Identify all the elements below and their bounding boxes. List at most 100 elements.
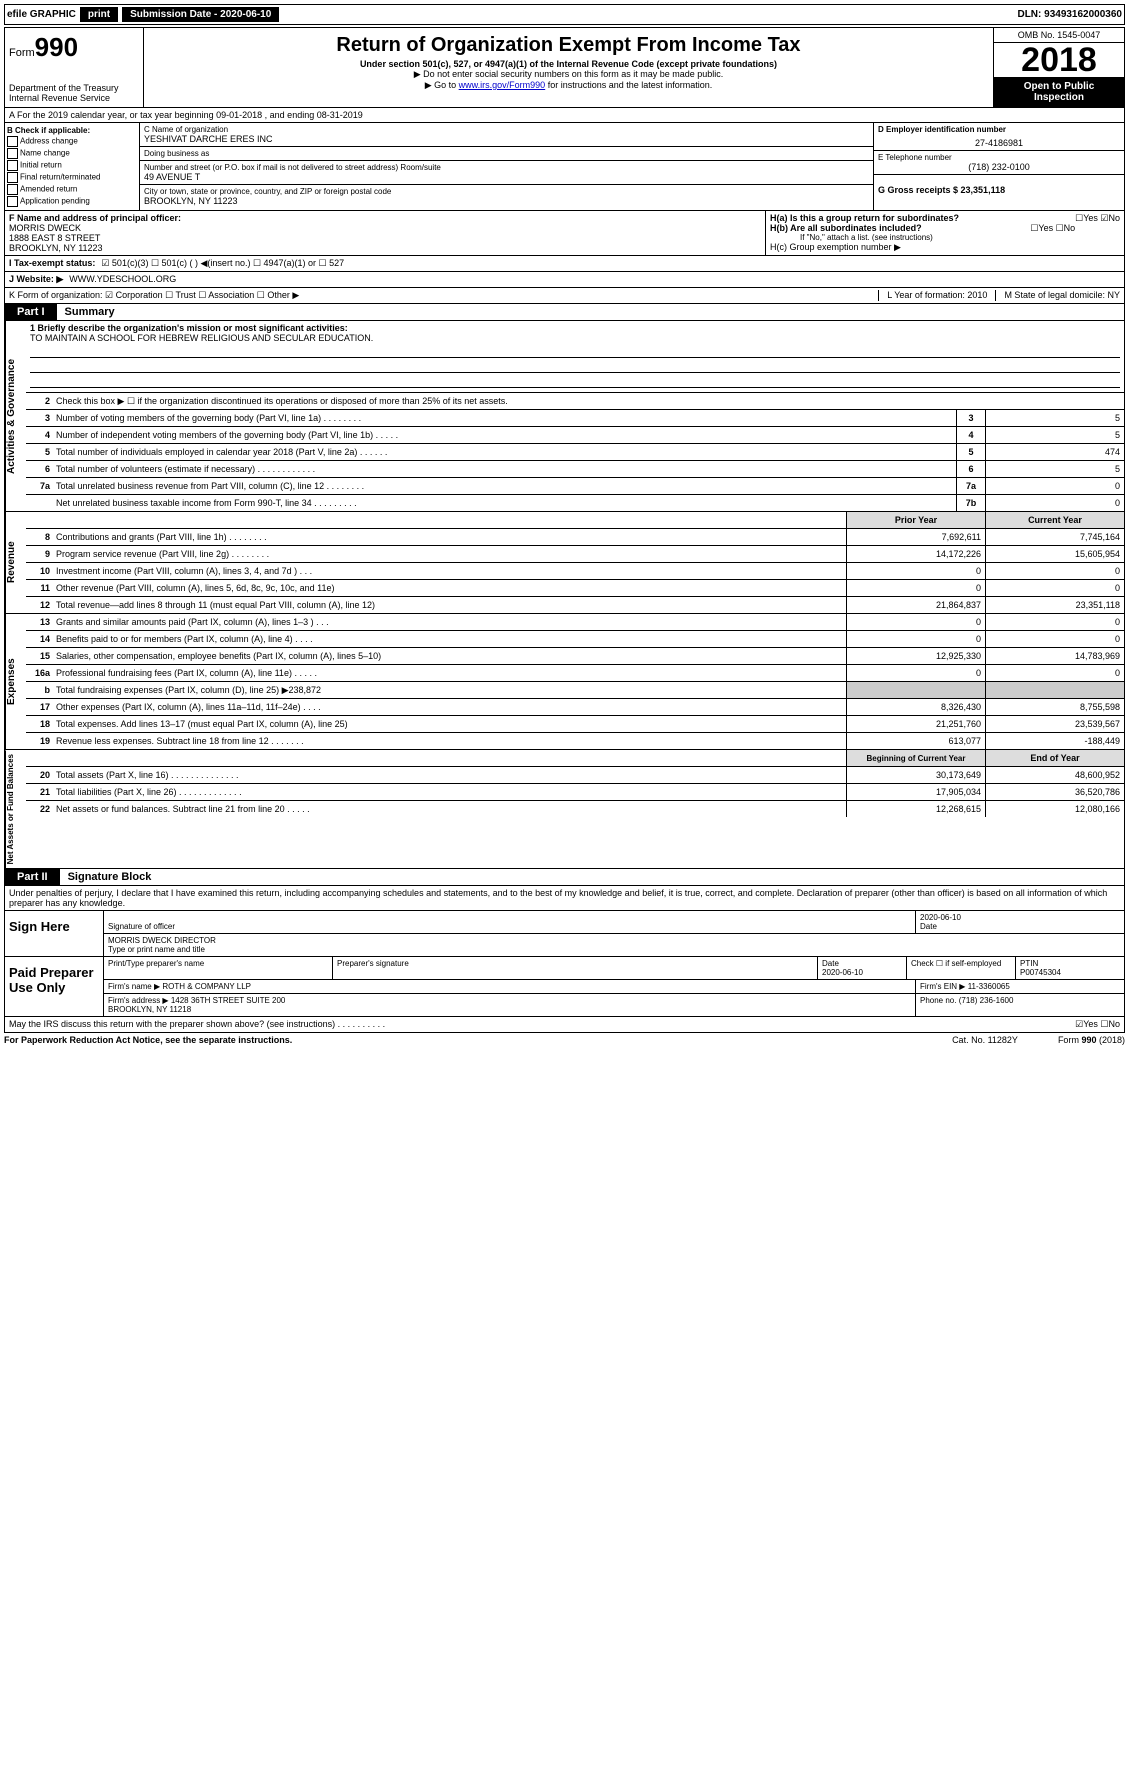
part1-title: Summary: [57, 304, 123, 320]
website-value: WWW.YDESCHOOL.ORG: [69, 274, 176, 285]
discuss-answer[interactable]: ☑Yes ☐No: [1075, 1019, 1120, 1030]
summary-line: 18Total expenses. Add lines 13–17 (must …: [26, 716, 1124, 733]
hb-note: If "No," attach a list. (see instruction…: [770, 233, 1120, 242]
ein-value: 27-4186981: [878, 138, 1120, 148]
discuss-row: May the IRS discuss this return with the…: [4, 1017, 1125, 1033]
chk-initial[interactable]: Initial return: [7, 160, 137, 171]
revenue-section: Revenue Prior Year Current Year 8Contrib…: [4, 512, 1125, 614]
org-name-label: C Name of organization: [144, 125, 869, 134]
ein-label: D Employer identification number: [878, 125, 1120, 134]
summary-line: 12Total revenue—add lines 8 through 11 (…: [26, 597, 1124, 613]
governance-section: Activities & Governance 1 Briefly descri…: [4, 321, 1125, 512]
page-footer: For Paperwork Reduction Act Notice, see …: [4, 1033, 1125, 1047]
ha-row: H(a) Is this a group return for subordin…: [770, 213, 1120, 223]
footer-right: Form 990 (2018): [1058, 1035, 1125, 1045]
summary-line: 11Other revenue (Part VIII, column (A), …: [26, 580, 1124, 597]
officer-addr: 1888 EAST 8 STREET BROOKLYN, NY 11223: [9, 233, 761, 253]
gross-receipts: G Gross receipts $ 23,351,118: [878, 185, 1120, 195]
firm-phone: Phone no. (718) 236-1600: [916, 994, 1124, 1016]
current-year-hdr: Current Year: [985, 512, 1124, 528]
end-year-hdr: End of Year: [985, 750, 1124, 766]
summary-line: 7aTotal unrelated business revenue from …: [26, 478, 1124, 495]
website-row: J Website: ▶ WWW.YDESCHOOL.ORG: [4, 272, 1125, 288]
hb-answer[interactable]: ☐Yes ☐No: [1030, 223, 1075, 234]
part2-header: Part II Signature Block: [4, 869, 1125, 886]
firm-ein: Firm's EIN ▶ 11-3360065: [916, 980, 1124, 993]
tel-label: E Telephone number: [878, 153, 1120, 162]
begin-year-hdr: Beginning of Current Year: [846, 750, 985, 766]
form-990-number: 990: [35, 32, 78, 62]
summary-line: 4Number of independent voting members of…: [26, 427, 1124, 444]
year-formation: L Year of formation: 2010: [878, 290, 995, 301]
print-button[interactable]: print: [80, 7, 118, 22]
officer-name: MORRIS DWECK: [9, 223, 761, 233]
sig-date: 2020-06-10Date: [916, 911, 1124, 933]
officer-name-field: MORRIS DWECK DIRECTORType or print name …: [104, 934, 1124, 956]
summary-line: 19Revenue less expenses. Subtract line 1…: [26, 733, 1124, 749]
form-title: Return of Organization Exempt From Incom…: [148, 34, 989, 57]
expenses-section: Expenses 13Grants and similar amounts pa…: [4, 614, 1125, 750]
tax-year: 2018: [994, 43, 1124, 77]
line2-text: Check this box ▶ ☐ if the organization d…: [54, 395, 1124, 408]
tel-value: (718) 232-0100: [878, 162, 1120, 172]
officer-label: F Name and address of principal officer:: [9, 213, 761, 223]
expenses-vlabel: Expenses: [5, 614, 26, 749]
part2-tab: Part II: [5, 869, 60, 885]
summary-line: 20Total assets (Part X, line 16) . . . .…: [26, 767, 1124, 784]
org-address: 49 AVENUE T: [144, 172, 869, 182]
governance-vlabel: Activities & Governance: [5, 321, 26, 511]
mission-text: TO MAINTAIN A SCHOOL FOR HEBREW RELIGIOU…: [30, 333, 1120, 343]
dba-label: Doing business as: [144, 149, 869, 158]
self-employed-check[interactable]: Check ☐ if self-employed: [907, 957, 1016, 979]
efile-label: efile GRAPHIC: [7, 9, 76, 20]
preparer-sig[interactable]: Preparer's signature: [333, 957, 818, 979]
summary-line: 13Grants and similar amounts paid (Part …: [26, 614, 1124, 631]
summary-line: 15Salaries, other compensation, employee…: [26, 648, 1124, 665]
signature-field[interactable]: Signature of officer: [104, 911, 916, 933]
irs-link[interactable]: www.irs.gov/Form990: [459, 80, 546, 90]
part1-header: Part I Summary: [4, 304, 1125, 321]
summary-line: 10Investment income (Part VIII, column (…: [26, 563, 1124, 580]
box-b: B Check if applicable: Address change Na…: [5, 123, 140, 210]
addr-label: Number and street (or P.O. box if mail i…: [144, 163, 869, 172]
ha-answer[interactable]: ☐Yes ☑No: [1075, 213, 1120, 224]
perjury-text: Under penalties of perjury, I declare th…: [4, 886, 1125, 911]
summary-line: 6Total number of volunteers (estimate if…: [26, 461, 1124, 478]
paid-preparer-block: Paid Preparer Use Only Print/Type prepar…: [4, 957, 1125, 1017]
chk-address[interactable]: Address change: [7, 136, 137, 147]
tax-status-options[interactable]: ☑ 501(c)(3) ☐ 501(c) ( ) ◀(insert no.) ☐…: [101, 258, 344, 269]
org-name: YESHIVAT DARCHE ERES INC: [144, 134, 869, 144]
revenue-vlabel: Revenue: [5, 512, 26, 613]
chk-name[interactable]: Name change: [7, 148, 137, 159]
form-note1: ▶ Do not enter social security numbers o…: [148, 69, 989, 80]
chk-final[interactable]: Final return/terminated: [7, 172, 137, 183]
form-note2: ▶ Go to www.irs.gov/Form990 for instruct…: [148, 80, 989, 91]
chk-amended[interactable]: Amended return: [7, 184, 137, 195]
form-subtitle: Under section 501(c), 527, or 4947(a)(1)…: [148, 59, 989, 69]
summary-line: 17Other expenses (Part IX, column (A), l…: [26, 699, 1124, 716]
discuss-text: May the IRS discuss this return with the…: [9, 1019, 1075, 1030]
summary-line: 14Benefits paid to or for members (Part …: [26, 631, 1124, 648]
firm-name: Firm's name ▶ ROTH & COMPANY LLP: [104, 980, 916, 993]
open-inspection: Open to Public Inspection: [994, 77, 1124, 107]
summary-line: bTotal fundraising expenses (Part IX, co…: [26, 682, 1124, 699]
prior-year-hdr: Prior Year: [846, 512, 985, 528]
part1-tab: Part I: [5, 304, 57, 320]
dept-label: Department of the Treasury Internal Reve…: [9, 83, 139, 103]
footer-mid: Cat. No. 11282Y: [952, 1035, 1018, 1045]
netassets-section: Net Assets or Fund Balances Beginning of…: [4, 750, 1125, 869]
tax-status-row: I Tax-exempt status: ☑ 501(c)(3) ☐ 501(c…: [4, 256, 1125, 272]
state-domicile: M State of legal domicile: NY: [995, 290, 1120, 301]
preparer-date: Date2020-06-10: [818, 957, 907, 979]
chk-pending[interactable]: Application pending: [7, 196, 137, 207]
form-org-k[interactable]: K Form of organization: ☑ Corporation ☐ …: [9, 290, 878, 301]
preparer-name: Print/Type preparer's name: [104, 957, 333, 979]
sign-here-label: Sign Here: [5, 911, 104, 956]
summary-line: 21Total liabilities (Part X, line 26) . …: [26, 784, 1124, 801]
dln-label: DLN: 93493162000360: [1017, 9, 1122, 20]
submission-date-label: Submission Date - 2020-06-10: [122, 7, 279, 22]
top-toolbar: efile GRAPHIC print Submission Date - 20…: [4, 4, 1125, 25]
hc-row: H(c) Group exemption number ▶: [770, 242, 1120, 253]
summary-line: Net unrelated business taxable income fr…: [26, 495, 1124, 511]
summary-line: 8Contributions and grants (Part VIII, li…: [26, 529, 1124, 546]
